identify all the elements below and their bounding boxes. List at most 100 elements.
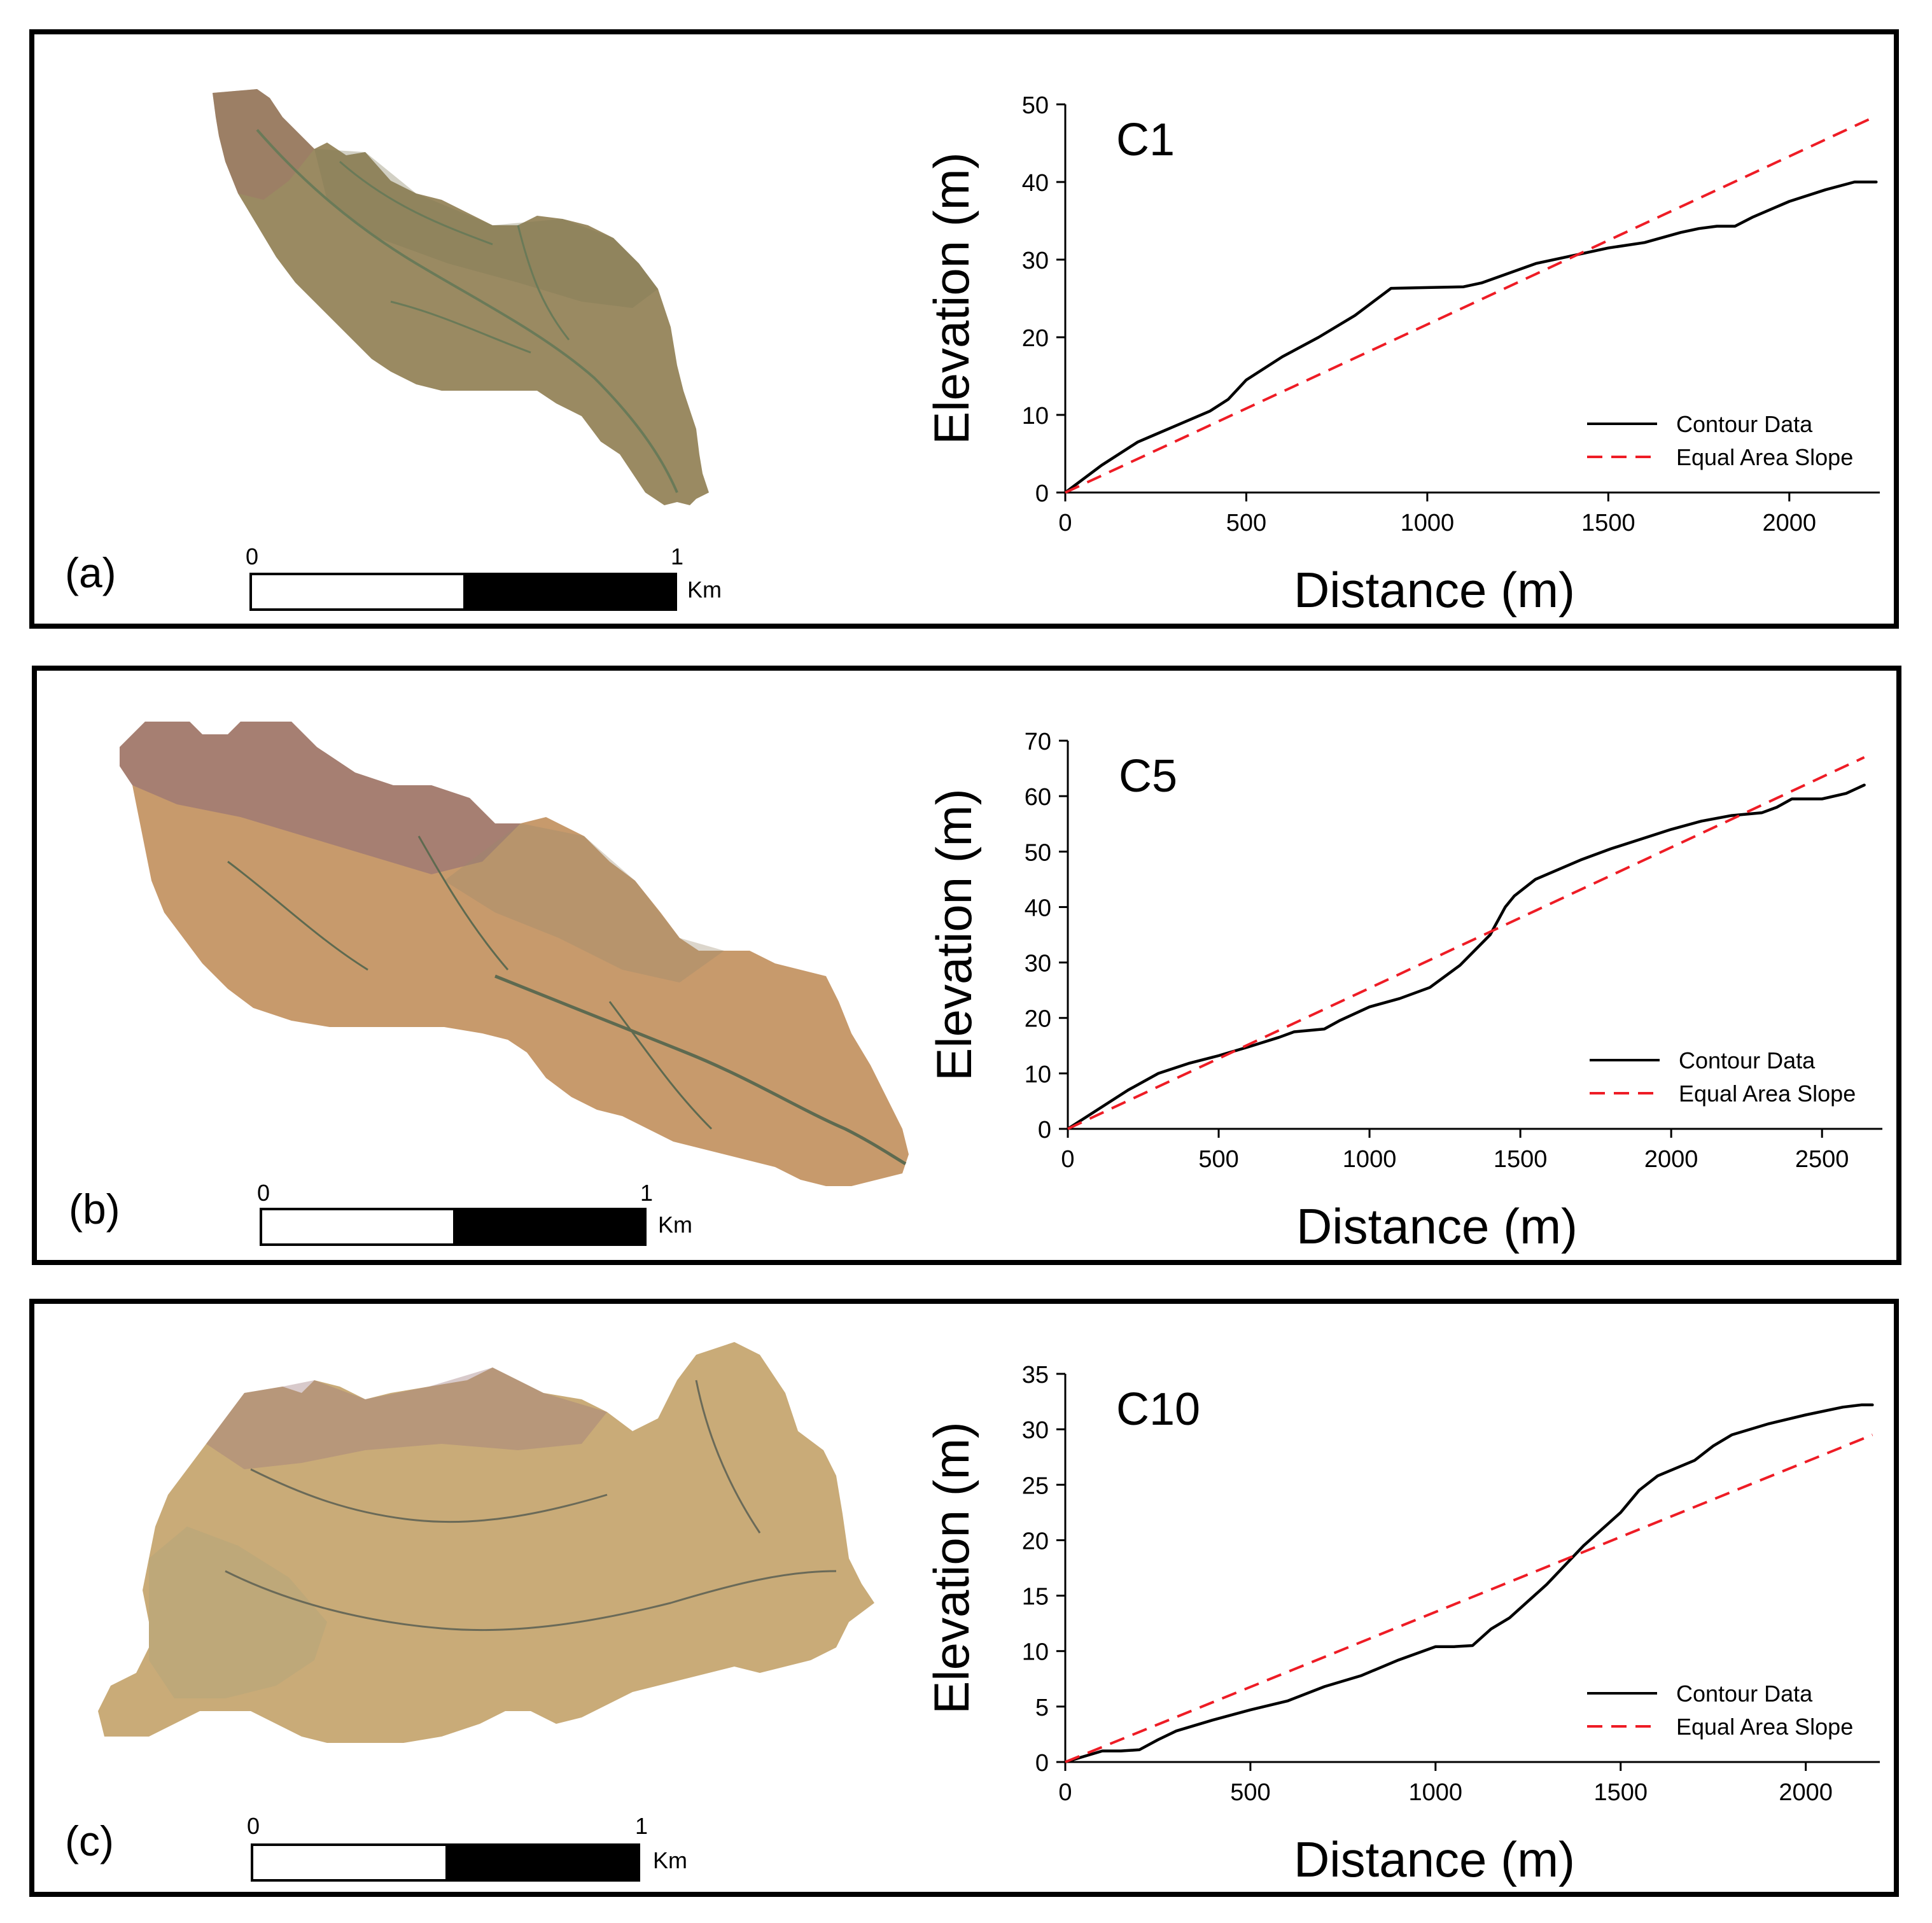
x-tick-label: 2000 xyxy=(1644,1146,1698,1173)
panel-label: (b) xyxy=(69,1185,120,1233)
catchment-shade xyxy=(149,1527,327,1698)
y-tick-label: 20 xyxy=(1022,1528,1049,1555)
x-axis-label: Distance (m) xyxy=(1296,1198,1578,1254)
legend-label: Contour Data xyxy=(1676,1681,1813,1707)
x-tick-label: 2000 xyxy=(1779,1779,1833,1806)
scale-bar-graphic xyxy=(260,1208,647,1246)
y-tick-label: 30 xyxy=(1022,1417,1049,1444)
scale-zero: 0 xyxy=(247,1813,260,1839)
legend-label: Equal Area Slope xyxy=(1676,444,1853,470)
catchment-relief xyxy=(206,1367,607,1469)
y-tick-label: 50 xyxy=(1025,839,1051,866)
legend-label: Equal Area Slope xyxy=(1679,1080,1856,1107)
equal-area-slope-line xyxy=(1065,1434,1873,1763)
y-axis-label: Elevation (m) xyxy=(926,788,982,1080)
scale-unit: Km xyxy=(658,1212,692,1238)
y-tick-label: 25 xyxy=(1022,1472,1049,1499)
elevation-profile-chart-c10: 0 5 10 15 20 25 30 35 0 500 1000 1500 2000 Distance (… xyxy=(923,1362,1880,1887)
elevation-profile-chart-c5: 0 10 20 30 40 50 60 70 0 500 1000 1500 2000 2500 Dista… xyxy=(926,729,1882,1254)
drainage-channel xyxy=(494,974,907,1166)
legend-label: Equal Area Slope xyxy=(1676,1714,1853,1740)
y-tick-label: 35 xyxy=(1022,1362,1049,1388)
x-tick-label: 1500 xyxy=(1593,1779,1648,1806)
contour-data-line xyxy=(1063,1403,1874,1764)
legend-label: Contour Data xyxy=(1679,1047,1816,1073)
contour-data-line xyxy=(1066,783,1866,1131)
y-tick-label: 0 xyxy=(1038,1117,1051,1143)
drainage-channel-2 xyxy=(227,836,713,1130)
chart-title: C5 xyxy=(1119,751,1177,802)
y-tick-label: 0 xyxy=(1035,480,1049,507)
catchment-map-c5 xyxy=(120,722,909,1186)
y-tick-label: 60 xyxy=(1025,784,1051,811)
x-tick-label: 1500 xyxy=(1581,510,1635,536)
scale-one: 1 xyxy=(635,1813,648,1839)
scale-bar: 0 1 Km xyxy=(228,1180,750,1256)
catchment-map-c10 xyxy=(98,1342,874,1743)
y-tick-label: 40 xyxy=(1022,170,1049,197)
scale-bar-white xyxy=(262,1210,453,1243)
panel-c: (c) 0 1 Km 0 5 10 15 20 25 30 35 0 500 1000 1500 200… xyxy=(29,1299,1899,1897)
scale-bar-black xyxy=(453,1210,644,1243)
catchment-map-c1 xyxy=(213,89,709,505)
x-tick-label: 1000 xyxy=(1343,1146,1397,1173)
x-tick-label: 1000 xyxy=(1401,510,1455,536)
x-tick-label: 1000 xyxy=(1409,1779,1463,1806)
y-tick-label: 10 xyxy=(1022,403,1049,430)
drainage-channel-2 xyxy=(250,1380,761,1534)
y-tick-label: 30 xyxy=(1022,248,1049,274)
y-tick-label: 10 xyxy=(1025,1061,1051,1088)
scale-zero: 0 xyxy=(257,1180,270,1206)
x-tick-label: 500 xyxy=(1198,1146,1238,1173)
x-tick-label: 500 xyxy=(1230,1779,1270,1806)
chart-title: C10 xyxy=(1116,1384,1200,1435)
scale-unit: Km xyxy=(687,577,722,603)
y-axis-label: Elevation (m) xyxy=(923,152,979,444)
catchment-shade xyxy=(444,823,724,982)
y-tick-label: 0 xyxy=(1035,1750,1049,1777)
y-tick-label: 40 xyxy=(1025,895,1051,921)
y-tick-label: 70 xyxy=(1025,729,1051,755)
chart-title: C1 xyxy=(1116,115,1175,165)
scale-bar-white xyxy=(252,575,463,608)
scale-bar: 0 1 Km xyxy=(219,1813,741,1889)
legend-label: Contour Data xyxy=(1676,411,1813,437)
y-tick-label: 10 xyxy=(1022,1639,1049,1666)
y-tick-label: 5 xyxy=(1035,1695,1049,1721)
y-tick-label: 20 xyxy=(1022,325,1049,352)
panel-label: (c) xyxy=(65,1817,114,1864)
scale-bar-black xyxy=(445,1846,638,1879)
y-tick-label: 20 xyxy=(1025,1006,1051,1033)
scale-one: 1 xyxy=(671,543,684,570)
y-tick-label: 30 xyxy=(1025,951,1051,977)
y-tick-label: 50 xyxy=(1022,92,1049,119)
contour-data-line xyxy=(1063,180,1878,494)
equal-area-slope-line xyxy=(1067,756,1865,1130)
equal-area-slope-line xyxy=(1065,115,1877,494)
drainage-channel xyxy=(225,1570,837,1632)
panel-a: (a) 0 1 Km 0 10 20 30 40 50 0 500 1000 1500 2000 Di… xyxy=(29,29,1899,629)
x-tick-label: 0 xyxy=(1058,1779,1072,1806)
scale-zero: 0 xyxy=(246,543,259,570)
x-tick-label: 1500 xyxy=(1494,1146,1548,1173)
catchment-relief xyxy=(213,89,314,200)
x-tick-label: 2500 xyxy=(1795,1146,1849,1173)
scale-bar-graphic xyxy=(249,573,677,611)
scale-bar: 0 1 Km xyxy=(225,543,747,620)
panel-label: (a) xyxy=(65,549,116,596)
scale-bar-white xyxy=(253,1846,445,1879)
x-axis-label: Distance (m) xyxy=(1294,1831,1575,1887)
x-axis-label: Distance (m) xyxy=(1294,562,1575,618)
catchment-shape xyxy=(98,1342,874,1743)
x-tick-label: 0 xyxy=(1058,510,1072,536)
panel-b: (b) 0 1 Km 0 10 20 30 40 50 60 70 0 500 1000 1500 20… xyxy=(32,666,1901,1265)
catchment-shade xyxy=(314,149,658,308)
y-tick-label: 15 xyxy=(1022,1584,1049,1611)
scale-unit: Km xyxy=(653,1847,687,1873)
y-axis-label: Elevation (m) xyxy=(923,1422,979,1714)
scale-bar-black xyxy=(463,575,675,608)
x-tick-label: 500 xyxy=(1226,510,1266,536)
scale-bar-graphic xyxy=(251,1843,640,1882)
x-tick-label: 0 xyxy=(1061,1146,1074,1173)
catchment-relief xyxy=(120,722,521,874)
